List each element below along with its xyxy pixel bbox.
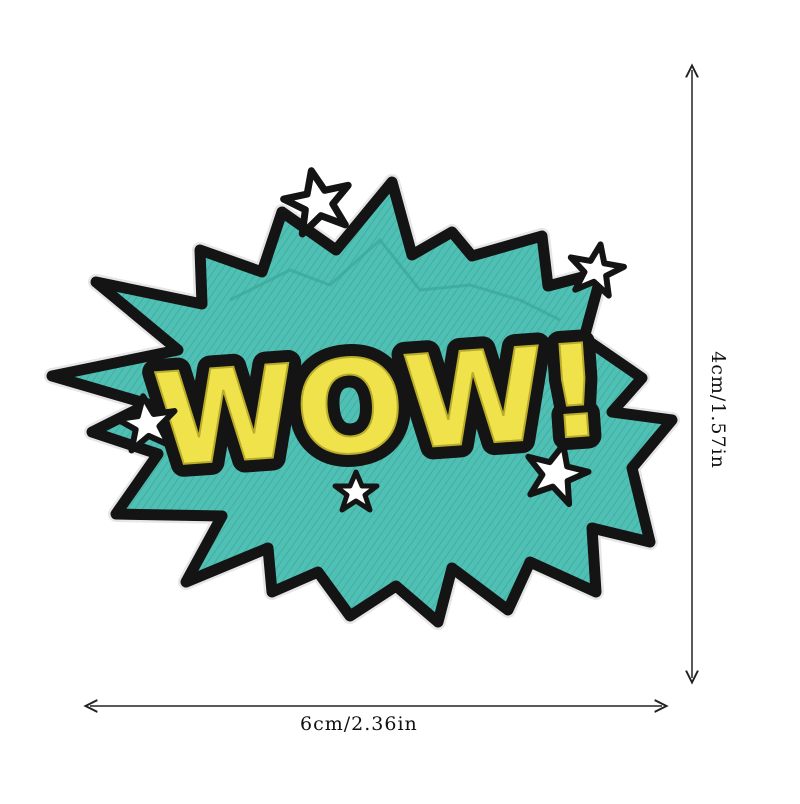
- star-decorations: [114, 167, 627, 513]
- star-icon: [332, 469, 380, 513]
- star-icon: [280, 167, 352, 238]
- star-icon: [114, 393, 178, 454]
- star-icon: [525, 441, 592, 508]
- star-icon: [567, 241, 627, 299]
- height-dimension-label: 4cm/1.57in: [707, 351, 729, 469]
- burst-texture: [52, 182, 672, 622]
- burst-inner-stitch: [229, 237, 561, 322]
- width-dimension-label: 6cm/2.36in: [300, 713, 418, 735]
- wow-text: WOW!: [150, 317, 609, 497]
